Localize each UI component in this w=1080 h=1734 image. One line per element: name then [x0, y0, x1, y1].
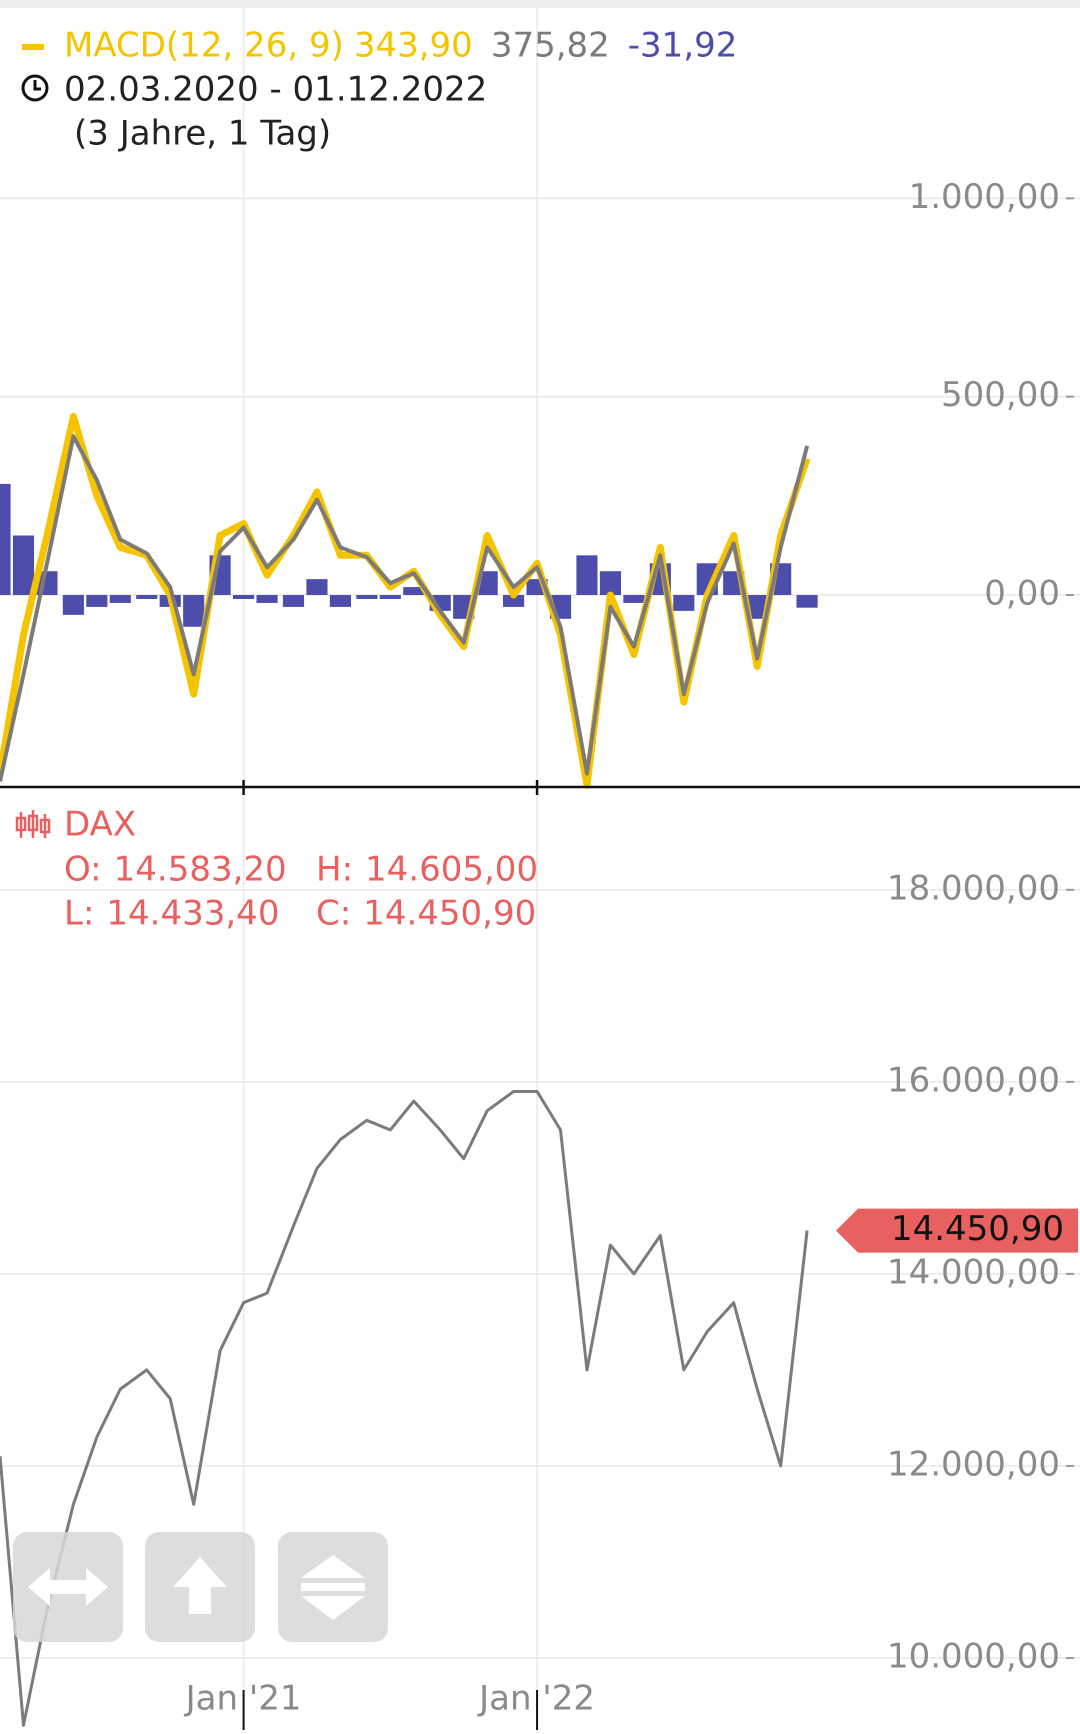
histogram-bar	[233, 595, 255, 599]
x-tick-label: Jan '21	[184, 1679, 302, 1719]
histogram-bar	[576, 555, 598, 596]
ohlc-value: 14.450,90	[363, 894, 536, 934]
y-tick-label: 12.000,00	[887, 1444, 1060, 1484]
histogram-bar	[136, 595, 158, 599]
histogram-bar	[183, 595, 205, 627]
y-tick-label: 1.000,00	[909, 177, 1060, 217]
histogram-bar	[86, 595, 108, 607]
clock-icon	[21, 74, 49, 102]
top-shade	[0, 0, 1080, 8]
y-tick-label: 18.000,00	[887, 868, 1060, 908]
resize-icon	[301, 1555, 365, 1620]
x-tick-label: Jan '22	[477, 1679, 595, 1719]
period: (3 Jahre, 1 Tag)	[74, 114, 331, 154]
ohlc-key: L:	[64, 894, 94, 934]
y-tick-label: 500,00	[941, 375, 1060, 415]
date-range: 02.03.2020 - 01.12.2022	[64, 70, 487, 110]
y-tick-label: 0,00	[984, 574, 1060, 614]
histogram-bar	[109, 595, 131, 603]
price-tag	[836, 1208, 1078, 1253]
ohlc-value: 14.433,40	[106, 894, 279, 934]
histogram-bar	[796, 595, 818, 608]
ohlc-value: 14.583,20	[114, 850, 287, 890]
histogram-bar	[256, 595, 278, 603]
toolbar	[13, 1532, 388, 1642]
histogram-bar	[673, 595, 695, 611]
histogram-bar	[329, 595, 351, 607]
ohlc-value: 14.605,00	[365, 850, 538, 890]
histogram-bar	[12, 535, 35, 596]
histogram-bar	[599, 571, 621, 596]
y-tick-label: 16.000,00	[887, 1060, 1060, 1100]
y-tick-label: 10.000,00	[887, 1636, 1060, 1676]
legend-title: MACD(12, 26, 9)	[64, 26, 344, 66]
histogram-bar	[379, 595, 401, 599]
histogram-bar	[282, 595, 305, 607]
histogram-bar	[623, 595, 645, 603]
histogram-bar	[62, 595, 84, 615]
legend-value: 343,90	[354, 26, 473, 66]
candle-icon	[15, 810, 51, 838]
series-line	[0, 434, 810, 782]
ohlc-key: C:	[316, 894, 351, 934]
legend-value: -31,92	[628, 26, 738, 66]
legend-swatch	[22, 44, 44, 50]
histogram-bar	[503, 595, 525, 607]
histogram-bar	[403, 587, 425, 596]
price-tag-label: 14.450,90	[891, 1209, 1064, 1249]
up-icon	[173, 1557, 227, 1614]
clock-hands	[33, 80, 41, 91]
plot	[0, 413, 818, 1727]
histogram-bar	[0, 483, 11, 596]
histogram-bar	[356, 595, 378, 599]
series-line	[0, 1090, 809, 1727]
pan-icon	[28, 1568, 108, 1606]
ohlc-key: H:	[316, 850, 353, 890]
y-tick-label: 14.000,00	[887, 1252, 1060, 1292]
histogram-bar	[306, 579, 328, 596]
instrument-name: DAX	[64, 805, 136, 845]
histogram-bar	[746, 595, 768, 619]
ohlc-key: O:	[64, 850, 102, 890]
legend-value: 375,82	[491, 26, 610, 66]
